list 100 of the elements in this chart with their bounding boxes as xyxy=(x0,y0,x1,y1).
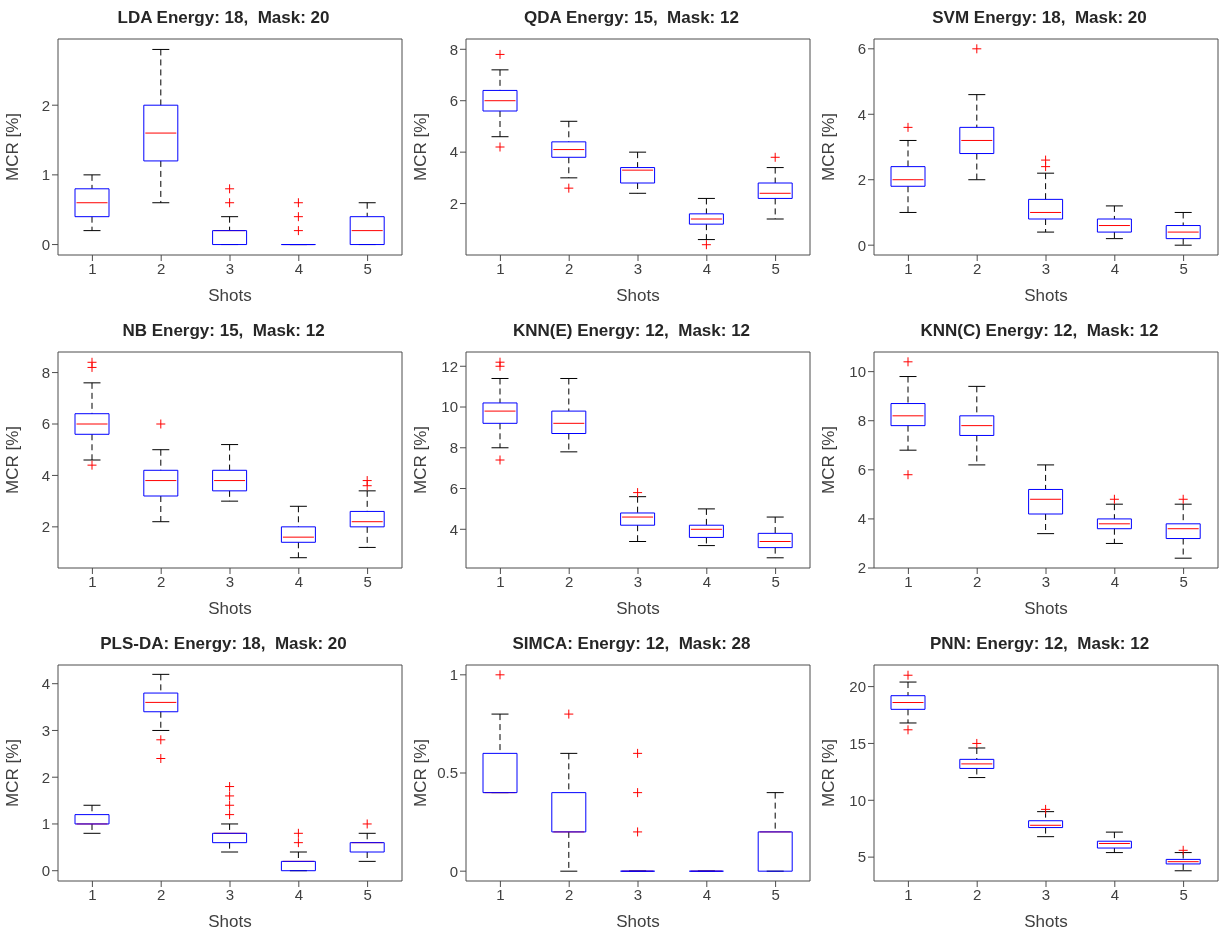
y-axis-title: MCR [%] xyxy=(3,113,23,181)
x-tick-label: 2 xyxy=(157,885,166,903)
y-tick-label: 10 xyxy=(849,791,866,809)
chart-title: SIMCA: Energy: 12, Mask: 28 xyxy=(511,633,752,655)
chart-title: KNN(C) Energy: 12, Mask: 12 xyxy=(919,320,1160,342)
y-tick-label: 0 xyxy=(41,235,50,253)
x-tick-label: 3 xyxy=(633,572,643,590)
x-tick-label: 1 xyxy=(88,885,97,903)
x-tick-label: 2 xyxy=(973,572,982,590)
y-tick-label: 2 xyxy=(41,768,50,786)
y-tick-label: 8 xyxy=(449,40,458,58)
y-axis-title: MCR [%] xyxy=(3,426,23,494)
x-axis-title: Shots xyxy=(1024,286,1068,305)
x-tick-label: 1 xyxy=(904,572,913,590)
y-tick-label: 1 xyxy=(449,666,458,684)
x-tick-label: 2 xyxy=(157,572,166,590)
y-axis-title: MCR [%] xyxy=(819,426,839,494)
x-axis-title: Shots xyxy=(208,599,252,618)
y-tick-label: 6 xyxy=(41,415,50,433)
y-axis-title: MCR [%] xyxy=(411,739,431,807)
x-tick-label: 4 xyxy=(702,572,711,590)
x-axis-title: Shots xyxy=(1024,599,1068,618)
x-tick-label: 3 xyxy=(633,259,643,277)
x-tick-label: 1 xyxy=(88,572,97,590)
y-axis-title: MCR [%] xyxy=(411,426,431,494)
y-tick-label: 2 xyxy=(41,518,50,536)
x-tick-label: 5 xyxy=(363,572,372,590)
y-tick-label: 3 xyxy=(41,721,50,739)
x-tick-label: 4 xyxy=(294,259,303,277)
y-tick-label: 4 xyxy=(857,510,866,528)
y-tick-label: 0 xyxy=(857,236,866,254)
x-tick-label: 3 xyxy=(1041,572,1051,590)
x-tick-label: 1 xyxy=(904,259,913,277)
chart-title: NB Energy: 15, Mask: 12 xyxy=(121,320,326,342)
y-tick-label: 15 xyxy=(849,734,866,752)
y-tick-label: 6 xyxy=(449,479,458,497)
y-tick-label: 1 xyxy=(41,815,50,833)
chart-title: KNN(E) Energy: 12, Mask: 12 xyxy=(511,320,752,342)
y-tick-label: 20 xyxy=(849,677,866,695)
x-tick-label: 3 xyxy=(633,885,643,903)
x-tick-label: 5 xyxy=(771,259,780,277)
x-tick-label: 1 xyxy=(496,572,505,590)
x-tick-label: 2 xyxy=(973,259,982,277)
x-axis-title: Shots xyxy=(616,599,660,618)
y-tick-label: 8 xyxy=(857,412,866,430)
x-tick-label: 1 xyxy=(904,885,913,903)
y-tick-label: 10 xyxy=(849,362,866,380)
y-tick-label: 2 xyxy=(857,171,866,189)
x-tick-label: 2 xyxy=(565,885,574,903)
y-tick-label: 8 xyxy=(449,439,458,457)
x-tick-label: 3 xyxy=(1041,885,1051,903)
x-tick-label: 2 xyxy=(565,259,574,277)
x-tick-label: 4 xyxy=(702,259,711,277)
x-tick-label: 5 xyxy=(771,885,780,903)
y-tick-label: 0.5 xyxy=(437,764,458,782)
x-tick-label: 1 xyxy=(88,259,97,277)
x-tick-label: 2 xyxy=(565,572,574,590)
x-tick-label: 5 xyxy=(363,885,372,903)
y-axis-title: MCR [%] xyxy=(819,113,839,181)
x-tick-label: 2 xyxy=(157,259,166,277)
x-tick-label: 1 xyxy=(496,885,505,903)
y-tick-label: 0 xyxy=(449,862,458,880)
x-tick-label: 3 xyxy=(225,885,235,903)
x-axis-title: Shots xyxy=(616,912,660,931)
x-axis-title: Shots xyxy=(616,286,660,305)
x-tick-label: 5 xyxy=(1179,259,1188,277)
chart-title: SVM Energy: 18, Mask: 20 xyxy=(931,7,1148,29)
x-tick-label: 4 xyxy=(294,572,303,590)
y-tick-label: 4 xyxy=(449,520,458,538)
x-tick-label: 4 xyxy=(1110,572,1119,590)
y-tick-label: 2 xyxy=(41,96,50,114)
x-tick-label: 5 xyxy=(771,572,780,590)
x-tick-label: 4 xyxy=(702,885,711,903)
x-tick-label: 5 xyxy=(1179,572,1188,590)
y-tick-label: 12 xyxy=(441,357,458,375)
x-axis-title: Shots xyxy=(1024,912,1068,931)
y-tick-label: 1 xyxy=(41,166,50,184)
y-tick-label: 6 xyxy=(857,40,866,58)
y-tick-label: 10 xyxy=(441,398,458,416)
y-tick-label: 0 xyxy=(41,862,50,880)
y-tick-label: 4 xyxy=(449,143,458,161)
x-tick-label: 4 xyxy=(294,885,303,903)
y-tick-label: 2 xyxy=(449,194,458,212)
x-axis-title: Shots xyxy=(208,286,252,305)
x-tick-label: 3 xyxy=(225,572,235,590)
x-tick-label: 3 xyxy=(225,259,235,277)
chart-title: LDA Energy: 18, Mask: 20 xyxy=(116,7,331,29)
chart-title: PNN: Energy: 12, Mask: 12 xyxy=(928,633,1151,655)
y-axis-title: MCR [%] xyxy=(3,739,23,807)
x-tick-label: 2 xyxy=(973,885,982,903)
y-axis-title: MCR [%] xyxy=(819,739,839,807)
x-tick-label: 5 xyxy=(1179,885,1188,903)
chart-title: PLS-DA: Energy: 18, Mask: 20 xyxy=(99,633,348,655)
y-tick-label: 4 xyxy=(857,105,866,123)
y-tick-label: 6 xyxy=(857,461,866,479)
x-axis-title: Shots xyxy=(208,912,252,931)
x-tick-label: 4 xyxy=(1110,259,1119,277)
chart-title: QDA Energy: 15, Mask: 12 xyxy=(523,7,740,29)
y-tick-label: 4 xyxy=(41,466,50,484)
y-tick-label: 5 xyxy=(857,848,866,866)
